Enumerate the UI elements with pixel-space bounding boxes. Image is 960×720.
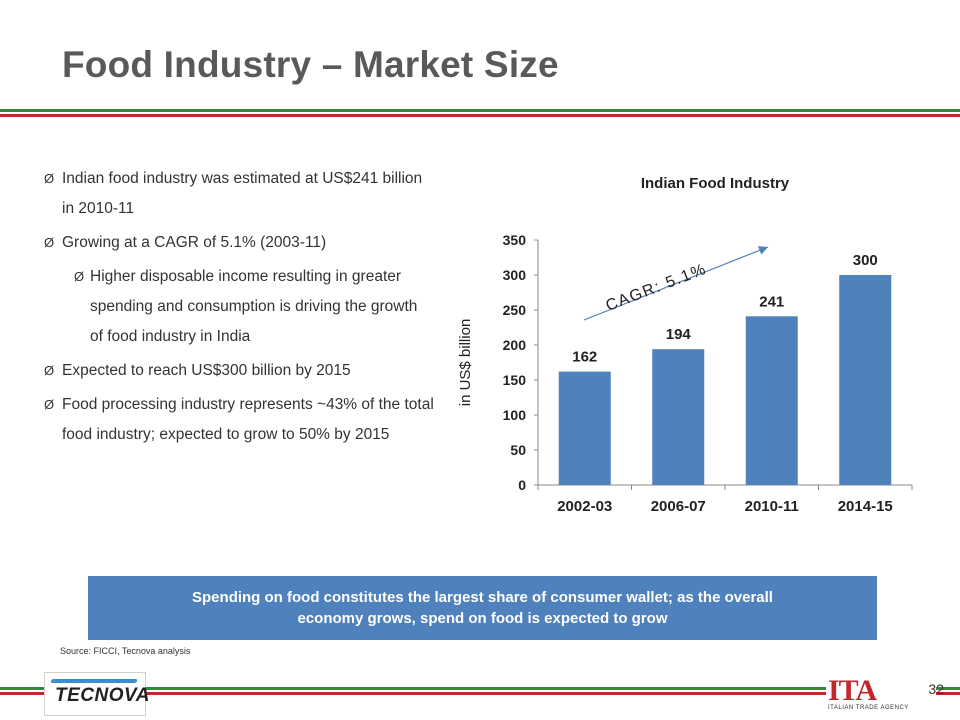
bullet-text: Higher disposable income resulting in gr… bbox=[90, 268, 418, 345]
bullet-text: Expected to reach US$300 billion by 2015 bbox=[62, 362, 351, 379]
bar-value-label: 194 bbox=[666, 326, 692, 343]
bullet-arrow-icon: Ø bbox=[44, 397, 55, 412]
bullet-arrow-icon: Ø bbox=[44, 363, 55, 378]
bar-chart: Indian Food Industry in US$ billion 0 50 100… bbox=[440, 160, 940, 530]
tecnova-logo: TECNOVA bbox=[44, 672, 149, 716]
bullet-arrow-icon: Ø bbox=[74, 269, 85, 284]
source-note: Source: FICCI, Tecnova analysis bbox=[60, 646, 191, 656]
bar-value-label: 241 bbox=[759, 293, 784, 310]
y-tick-label: 0 bbox=[518, 477, 526, 493]
callout-line-2: economy grows, spend on food is expected… bbox=[297, 610, 668, 627]
bullet-text: Growing at a CAGR of 5.1% (2003-11) bbox=[62, 234, 327, 251]
bullet-list: Ø Indian food industry was estimated at U… bbox=[44, 164, 434, 454]
ita-logo: ITA ITALIAN TRADE AGENCY bbox=[826, 672, 936, 714]
bar-2006-07 bbox=[652, 349, 705, 485]
y-tick-label: 350 bbox=[503, 232, 527, 248]
tecnova-wordmark: TECNOVA bbox=[55, 685, 150, 706]
bullet-text: Food processing industry represents ~43%… bbox=[62, 396, 434, 443]
bullet-item: Ø Expected to reach US$300 billion by 201… bbox=[44, 356, 434, 386]
x-tick-label: 2010-11 bbox=[745, 498, 799, 515]
bullet-arrow-icon: Ø bbox=[44, 171, 55, 186]
y-tick-label: 50 bbox=[510, 442, 526, 458]
bullet-item: Ø Higher disposable income resulting in g… bbox=[44, 262, 434, 352]
bar-2014-15 bbox=[839, 275, 892, 485]
y-tick-label: 100 bbox=[503, 407, 527, 423]
ita-wordmark: ITA bbox=[828, 674, 877, 707]
y-tick-label: 200 bbox=[503, 337, 527, 353]
callout-line-1: Spending on food constitutes the largest… bbox=[192, 589, 773, 606]
cagr-arrowhead-icon bbox=[757, 246, 768, 255]
ita-subtitle: ITALIAN TRADE AGENCY bbox=[828, 705, 909, 711]
slide-title: Food Industry – Market Size bbox=[62, 44, 559, 85]
bar-value-label: 300 bbox=[853, 252, 878, 269]
page-number: 32 bbox=[928, 681, 944, 697]
x-tick-label: 2006-07 bbox=[651, 498, 706, 515]
x-tick-label: 2002-03 bbox=[557, 498, 612, 515]
chart-title: Indian Food Industry bbox=[641, 175, 790, 192]
bar-2002-03 bbox=[558, 371, 611, 485]
callout-box: Spending on food constitutes the largest… bbox=[88, 576, 877, 640]
top-tricolor-stripe bbox=[0, 109, 960, 117]
bar-value-label: 162 bbox=[572, 349, 597, 366]
tecnova-swoosh-icon bbox=[50, 679, 138, 683]
bullet-item: Ø Food processing industry represents ~43… bbox=[44, 390, 434, 450]
bar-chart-svg: Indian Food Industry in US$ billion 0 50 100… bbox=[457, 175, 913, 515]
y-tick-label: 150 bbox=[503, 372, 527, 388]
cagr-annotation: CAGR: 5.1% bbox=[604, 261, 710, 315]
bullet-item: Ø Growing at a CAGR of 5.1% (2003-11) bbox=[44, 228, 434, 258]
y-tick-label: 300 bbox=[503, 267, 527, 283]
bullet-item: Ø Indian food industry was estimated at U… bbox=[44, 164, 434, 224]
bar-2010-11 bbox=[745, 316, 798, 485]
x-tick-label: 2014-15 bbox=[838, 498, 893, 515]
bottom-tricolor-stripe bbox=[0, 687, 960, 695]
y-tick-label: 250 bbox=[503, 302, 527, 318]
cagr-arrow-line bbox=[583, 246, 769, 321]
bullet-arrow-icon: Ø bbox=[44, 235, 55, 250]
bullet-text: Indian food industry was estimated at US… bbox=[62, 170, 423, 217]
y-axis-label: in US$ billion bbox=[457, 319, 474, 407]
